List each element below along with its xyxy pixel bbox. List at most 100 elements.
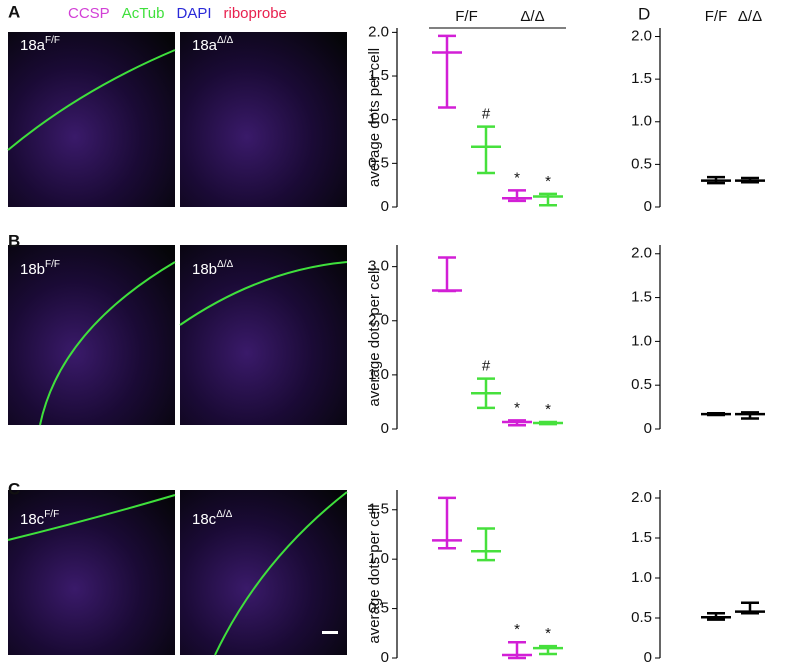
significance-mark: # bbox=[482, 106, 491, 123]
error-bar bbox=[432, 34, 462, 109]
y-tick-label: 1.0 bbox=[368, 366, 389, 383]
significance-mark: * bbox=[545, 401, 551, 418]
error-bar bbox=[735, 411, 765, 420]
y-tick-label: 3.0 bbox=[368, 258, 389, 275]
error-bar bbox=[471, 377, 501, 410]
y-tick-label: 2.0 bbox=[631, 27, 652, 44]
image-name: 18b bbox=[192, 261, 217, 278]
significance-mark: # bbox=[482, 358, 491, 375]
image-name: 18a bbox=[20, 37, 46, 54]
image-genotype: F/F bbox=[45, 259, 60, 270]
micrograph bbox=[8, 245, 175, 425]
y-tick-label: 1.0 bbox=[631, 569, 652, 586]
image-genotype: Δ/Δ bbox=[217, 35, 233, 46]
image-genotype: F/F bbox=[45, 35, 60, 46]
stain-legend: CCSP bbox=[68, 5, 110, 22]
image-name: 18b bbox=[20, 261, 45, 278]
y-tick-label: 0 bbox=[381, 198, 389, 215]
error-bar bbox=[432, 496, 462, 550]
y-tick-label: 1.0 bbox=[368, 550, 389, 567]
y-tick-label: 0 bbox=[644, 198, 652, 215]
y-tick-label: 0.5 bbox=[368, 154, 389, 171]
y-tick-label: 2.0 bbox=[631, 489, 652, 506]
y-tick-label: 0 bbox=[644, 649, 652, 666]
image-label: 18bΔ/Δ bbox=[192, 259, 233, 278]
micrograph bbox=[180, 490, 347, 655]
cilia-stain bbox=[214, 491, 348, 656]
y-tick-label: 1.5 bbox=[631, 289, 652, 306]
scale-bar bbox=[322, 631, 338, 634]
cilia-stain bbox=[39, 261, 176, 426]
error-bar bbox=[735, 176, 765, 184]
group-label: F/F bbox=[705, 8, 728, 25]
group-label: Δ/Δ bbox=[520, 8, 544, 25]
y-tick-label: 0.5 bbox=[631, 609, 652, 626]
panel-label: B bbox=[8, 231, 20, 250]
group-label: F/F bbox=[455, 8, 478, 25]
panel-label: A bbox=[8, 2, 20, 21]
stain-legend: DAPI bbox=[176, 5, 211, 22]
stain-legend: AcTub bbox=[122, 5, 165, 22]
y-tick-label: 1.5 bbox=[631, 70, 652, 87]
error-bar bbox=[735, 601, 765, 615]
image-genotype: F/F bbox=[44, 509, 59, 520]
significance-mark: * bbox=[514, 621, 520, 638]
micrograph bbox=[8, 490, 175, 655]
y-tick-label: 2.0 bbox=[631, 245, 652, 262]
micrograph bbox=[180, 245, 347, 425]
y-axis-label: average dots per cell bbox=[366, 504, 383, 643]
significance-mark: * bbox=[514, 169, 520, 186]
y-tick-label: 0 bbox=[381, 420, 389, 437]
image-name: 18a bbox=[192, 37, 218, 54]
error-bar bbox=[701, 411, 731, 417]
y-tick-label: 0.5 bbox=[368, 600, 389, 617]
y-tick-label: 1.0 bbox=[368, 111, 389, 128]
error-bar bbox=[432, 256, 462, 293]
y-tick-label: 0 bbox=[644, 420, 652, 437]
micrograph bbox=[180, 32, 347, 207]
image-genotype: Δ/Δ bbox=[217, 259, 233, 270]
error-bar bbox=[533, 192, 563, 207]
panel-label: C bbox=[8, 479, 20, 498]
y-tick-label: 0 bbox=[381, 649, 389, 666]
significance-mark: * bbox=[514, 399, 520, 416]
micrographs bbox=[7, 32, 348, 656]
y-tick-label: 2.0 bbox=[368, 312, 389, 329]
image-genotype: Δ/Δ bbox=[216, 509, 232, 520]
error-bar bbox=[533, 644, 563, 656]
cilia-stain bbox=[7, 49, 176, 151]
significance-mark: * bbox=[545, 625, 551, 642]
y-axis-label: average dots per cell bbox=[366, 48, 383, 187]
image-label: 18aF/F bbox=[20, 35, 60, 54]
error-bar bbox=[502, 189, 532, 203]
y-tick-label: 2.0 bbox=[368, 23, 389, 40]
y-tick-label: 0.5 bbox=[631, 155, 652, 172]
error-bar bbox=[502, 419, 532, 427]
cilia-stain bbox=[179, 261, 348, 326]
image-name: 18c bbox=[192, 511, 217, 528]
image-label: 18cF/F bbox=[20, 509, 59, 528]
error-bar bbox=[701, 175, 731, 185]
y-axis-label: average dots per cell bbox=[366, 267, 383, 406]
error-bar bbox=[701, 611, 731, 621]
error-bar bbox=[471, 125, 501, 175]
image-label: 18aΔ/Δ bbox=[192, 35, 233, 54]
error-bar bbox=[502, 640, 532, 660]
stain-legend: riboprobe bbox=[224, 5, 287, 22]
significance-mark: * bbox=[545, 173, 551, 190]
error-bar bbox=[533, 420, 563, 426]
y-tick-label: 1.0 bbox=[631, 332, 652, 349]
y-tick-label: 1.5 bbox=[368, 501, 389, 518]
y-tick-label: 1.0 bbox=[631, 113, 652, 130]
y-tick-label: 1.5 bbox=[368, 67, 389, 84]
y-tick-label: 1.5 bbox=[631, 529, 652, 546]
error-bar bbox=[471, 527, 501, 562]
group-label: Δ/Δ bbox=[738, 8, 762, 25]
image-name: 18c bbox=[20, 511, 45, 528]
image-label: 18bF/F bbox=[20, 259, 60, 278]
image-label: 18cΔ/Δ bbox=[192, 509, 233, 528]
y-tick-label: 0.5 bbox=[631, 376, 652, 393]
panel-label: D bbox=[638, 4, 650, 23]
micrograph bbox=[8, 32, 175, 207]
